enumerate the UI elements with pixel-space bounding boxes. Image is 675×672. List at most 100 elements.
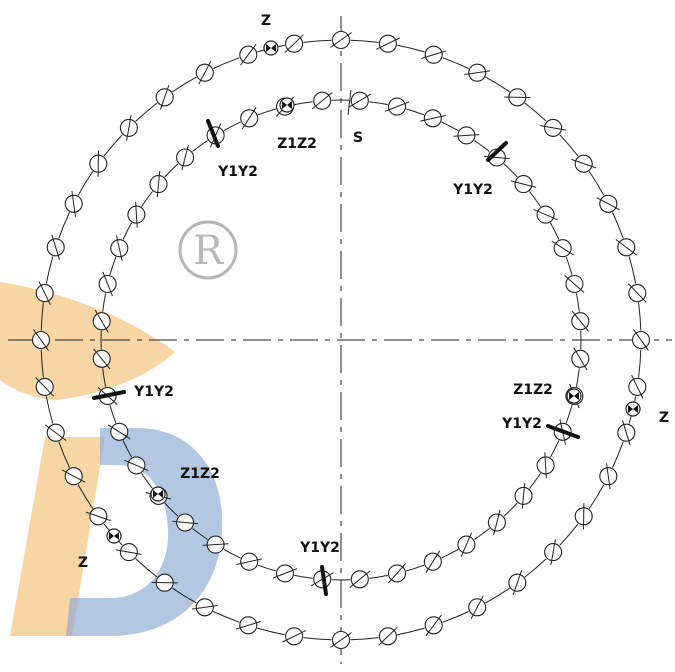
- inner-arc: [566, 257, 572, 275]
- outer-slot: [47, 235, 64, 260]
- outer-slot: [65, 191, 82, 217]
- outer-slot: [236, 617, 261, 634]
- outer-arc: [397, 628, 424, 635]
- terminal-z-left: [107, 529, 121, 543]
- outer-arc: [589, 485, 604, 509]
- outer-arc: [213, 58, 239, 69]
- inner-slot: [458, 533, 475, 557]
- terminal-z1z2-top: [280, 98, 294, 112]
- outer-arc: [629, 256, 636, 283]
- inner-slot: [273, 565, 297, 582]
- outer-arc: [613, 212, 624, 238]
- inner-slot: [350, 571, 370, 588]
- inner-slot: [515, 483, 532, 509]
- inner-slot: [552, 240, 574, 257]
- outer-slot: [240, 44, 257, 65]
- inner-arc: [576, 368, 579, 386]
- inner-arc: [123, 223, 132, 240]
- outer-slot: [618, 420, 635, 445]
- inner-slot: [572, 348, 589, 370]
- outer-arc: [525, 559, 546, 577]
- inner-arc: [142, 192, 153, 207]
- inner-slot: [177, 145, 194, 170]
- label-y1y2-upper-right: Y1Y2: [452, 182, 493, 198]
- outer-slot: [545, 539, 562, 565]
- inner-slot: [349, 92, 371, 109]
- inner-slot: [237, 553, 262, 570]
- inner-arc: [530, 473, 541, 488]
- label-z-right: Z: [659, 410, 669, 426]
- outer-arc: [78, 171, 93, 195]
- outer-arc: [560, 524, 578, 545]
- inner-arc: [576, 293, 579, 311]
- inner-slot: [241, 107, 258, 129]
- label-y1y2-left: Y1Y2: [133, 384, 174, 400]
- label-y1y2-upper-left: Y1Y2: [217, 164, 258, 180]
- inner-arc: [224, 549, 241, 558]
- inner-slot: [565, 275, 585, 292]
- inner-slot: [99, 272, 116, 296]
- inner-arc: [110, 257, 116, 275]
- outer-slot: [509, 570, 526, 595]
- terminal-z1z2-left: [151, 487, 165, 501]
- inner-arc: [550, 441, 559, 458]
- outer-arc: [560, 135, 578, 156]
- inner-arc: [530, 192, 541, 207]
- outer-slot: [285, 35, 304, 53]
- label-z-left: Z: [78, 555, 88, 571]
- label-z1z2-right: Z1Z2: [513, 382, 553, 398]
- outer-slot: [633, 329, 650, 350]
- label-z1z2-left: Z1Z2: [180, 466, 220, 482]
- inner-arc: [442, 549, 459, 558]
- label-y1y2-right: Y1Y2: [501, 416, 542, 432]
- inner-slot: [420, 110, 445, 127]
- outer-arc: [486, 77, 510, 92]
- outer-slot: [540, 119, 566, 136]
- outer-arc: [46, 396, 53, 423]
- outer-slot: [421, 46, 446, 63]
- inner-arc: [369, 102, 387, 105]
- inner-slot: [385, 98, 409, 115]
- outer-arc: [443, 612, 469, 623]
- terminal-z-top: [264, 41, 278, 55]
- outer-slot: [571, 155, 596, 172]
- inner-slot: [388, 564, 405, 584]
- outer-arc: [613, 442, 624, 468]
- inner-arc: [369, 575, 387, 578]
- terminal-z1z2-right: [567, 389, 581, 403]
- svg-text:R: R: [193, 228, 225, 274]
- inner-arc: [504, 164, 517, 177]
- outer-arc: [397, 45, 424, 52]
- outer-slot: [120, 115, 137, 141]
- inner-arc: [550, 223, 559, 240]
- outer-arc: [136, 103, 157, 121]
- inner-arc: [406, 109, 424, 115]
- watermark-orange-shape: [0, 282, 175, 400]
- outer-arc: [257, 628, 284, 635]
- outer-slot: [282, 628, 305, 645]
- inner-arc: [442, 122, 459, 131]
- inner-arc: [224, 122, 241, 131]
- label-z-top: Z: [261, 13, 271, 29]
- outer-arc: [172, 77, 196, 92]
- outer-slot: [156, 85, 173, 110]
- outer-slot: [192, 599, 218, 616]
- inner-arc: [294, 102, 312, 105]
- inner-slot: [488, 510, 505, 535]
- outer-arc: [46, 256, 53, 283]
- outer-slot: [330, 32, 351, 49]
- outer-slot: [600, 463, 617, 489]
- outer-arc: [639, 303, 641, 331]
- inner-arc: [504, 503, 517, 516]
- outer-slot: [196, 61, 213, 84]
- outer-slot: [628, 284, 646, 303]
- outer-slot: [116, 544, 142, 561]
- outer-arc: [136, 559, 157, 577]
- outer-arc: [304, 638, 332, 640]
- registered-mark: R: [180, 222, 236, 278]
- inner-arc: [110, 405, 116, 423]
- inner-arc: [474, 529, 489, 540]
- outer-arc: [639, 350, 641, 378]
